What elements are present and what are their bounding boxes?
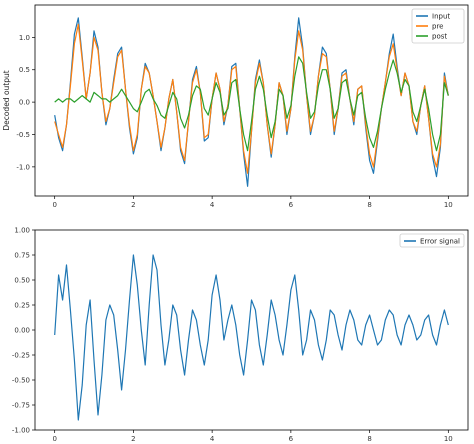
y-tick-label: 0.50 [14,277,30,285]
legend-box [411,8,465,44]
x-tick-label: 10 [444,201,453,209]
y-tick-label: 0.75 [14,252,30,260]
y-tick-label: -0.5 [16,131,30,139]
series-line-error-signal [54,254,449,421]
legend-entry: post [432,33,447,41]
y-tick-label: 1.0 [19,34,30,42]
legend-entry: pre [432,23,443,31]
y-tick-label: 0.0 [19,99,30,107]
y-tick-label: -0.25 [12,352,30,360]
series-line-post [54,56,449,152]
y-tick-label: 0.00 [14,327,30,335]
legend-entry: Error signal [420,238,460,246]
legend: Input pre post [411,8,465,44]
x-tick-label: 2 [131,435,135,443]
y-tick-label: -0.50 [12,377,30,385]
top-chart: 0 2 4 6 8 10 -1.0 -0.5 0.0 0.5 1.0 Decoded output In… [2,4,469,209]
plot-frame [34,4,469,197]
y-tick-label: -1.0 [16,163,30,171]
series-line-input [54,17,449,187]
x-tick-label: 8 [367,201,371,209]
y-tick-label: 0.5 [19,66,30,74]
y-tick-label: 0.25 [14,302,30,310]
bottom-chart: 0 2 4 6 8 10 -1.00 -0.75 -0.50 -0.25 0.00 0.25 0.50 0… [12,227,469,443]
legend: Error signal [399,233,465,248]
y-tick-label: -0.75 [12,402,30,410]
y-tick-label: 1.00 [14,227,30,235]
x-tick-label: 10 [444,435,453,443]
x-tick-label: 4 [210,435,215,443]
x-tick-label: 0 [52,435,56,443]
x-tick-label: 4 [210,201,215,209]
x-tick-label: 8 [367,435,371,443]
legend-box [399,233,465,248]
y-axis-label: Decoded output [2,70,11,130]
y-tick-label: -1.00 [12,427,30,435]
legend-entry: Input [432,13,450,21]
x-tick-label: 6 [289,435,294,443]
x-tick-label: 2 [131,201,135,209]
x-tick-label: 6 [289,201,294,209]
x-tick-label: 0 [52,201,56,209]
